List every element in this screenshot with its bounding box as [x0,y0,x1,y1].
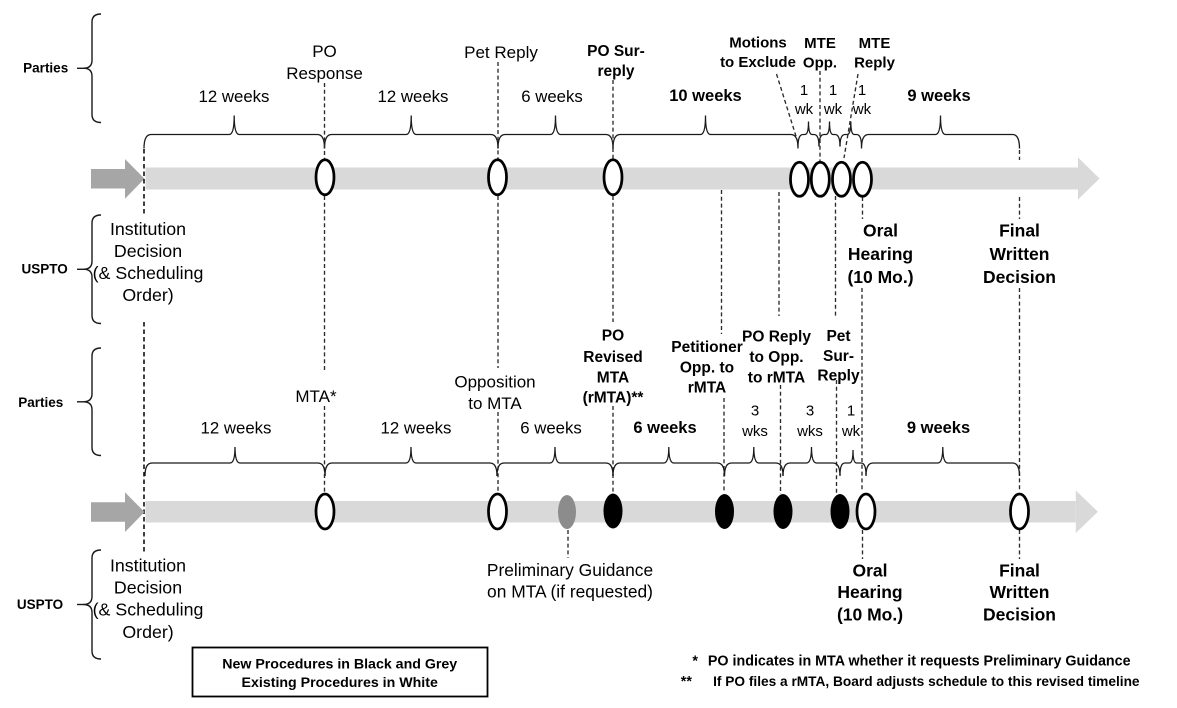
svg-text:Existing Procedures in White: Existing Procedures in White [242,675,438,691]
svg-text:wk: wk [794,101,814,118]
svg-text:12 weeks: 12 weeks [199,87,270,106]
svg-text:Decision: Decision [114,578,182,598]
svg-text:1: 1 [858,82,866,99]
svg-text:Response: Response [286,64,363,83]
svg-text:9 weeks: 9 weeks [907,419,970,437]
svg-text:Decision: Decision [114,241,182,261]
svg-text:If PO files a rMTA, Board adju: If PO files a rMTA, Board adjusts schedu… [713,674,1140,689]
svg-text:Decision: Decision [983,267,1056,287]
svg-text:Final: Final [999,561,1040,581]
svg-text:(rMTA)**: (rMTA)** [583,390,645,407]
svg-text:wk: wk [841,423,861,440]
svg-text:reply: reply [597,63,634,80]
svg-text:*: * [692,654,698,670]
svg-text:USPTO: USPTO [21,262,67,277]
svg-text:MTE: MTE [859,35,891,52]
svg-text:Reply: Reply [817,368,860,385]
svg-text:Written: Written [990,582,1050,602]
svg-text:Motions: Motions [729,34,787,51]
svg-text:12 weeks: 12 weeks [201,419,272,438]
svg-text:New Procedures in Black and Gr: New Procedures in Black and Grey [222,657,457,673]
svg-text:to rMTA: to rMTA [748,370,805,387]
svg-text:PO indicates in MTA whether it: PO indicates in MTA whether it requests … [708,654,1131,670]
svg-text:1: 1 [829,82,837,99]
svg-text:Final: Final [999,220,1040,240]
svg-text:to MTA: to MTA [468,394,522,413]
svg-text:Hearing: Hearing [848,244,913,264]
svg-text:(10 Mo.): (10 Mo.) [847,267,913,287]
svg-text:1: 1 [847,403,855,420]
svg-text:Parties: Parties [23,60,68,75]
svg-text:PO Sur-: PO Sur- [587,43,645,60]
svg-text:rMTA: rMTA [688,380,726,397]
svg-text:PO: PO [312,42,337,61]
svg-text:Preliminary Guidance: Preliminary Guidance [487,560,653,580]
svg-text:Pet Reply: Pet Reply [464,43,538,62]
svg-text:PO: PO [602,328,624,345]
svg-text:wk: wk [823,101,843,118]
svg-text:1: 1 [800,82,808,99]
svg-text:Parties: Parties [18,395,63,410]
svg-text:(10 Mo.): (10 Mo.) [837,605,903,625]
svg-text:to Opp.: to Opp. [749,349,803,366]
svg-text:(& Scheduling: (& Scheduling [93,600,204,620]
svg-text:on MTA (if requested): on MTA (if requested) [487,582,653,602]
svg-text:3: 3 [751,403,759,420]
svg-text:6 weeks: 6 weeks [633,419,696,437]
svg-text:Revised: Revised [583,349,642,366]
svg-text:6 weeks: 6 weeks [520,419,582,438]
svg-text:**: ** [681,674,693,690]
svg-text:MTE: MTE [804,35,836,52]
svg-text:Opposition: Opposition [454,373,535,392]
svg-text:Sur-: Sur- [823,348,854,365]
svg-text:USPTO: USPTO [17,597,63,612]
svg-text:Decision: Decision [983,605,1056,625]
svg-text:PO Reply: PO Reply [742,329,811,346]
svg-text:Petitioner: Petitioner [671,339,742,356]
svg-text:MTA*: MTA* [295,387,337,406]
svg-text:Hearing: Hearing [837,582,902,602]
svg-text:Institution: Institution [110,556,186,576]
svg-text:wk: wk [852,101,872,118]
svg-text:to Exclude: to Exclude [720,54,796,71]
svg-text:6 weeks: 6 weeks [521,87,583,106]
svg-text:wks: wks [796,423,823,440]
svg-text:Institution: Institution [110,219,186,239]
svg-text:12 weeks: 12 weeks [381,419,452,438]
svg-text:Pet: Pet [826,328,850,345]
svg-text:12 weeks: 12 weeks [378,87,449,106]
svg-text:Oral: Oral [852,561,887,581]
svg-text:9 weeks: 9 weeks [907,87,970,105]
svg-text:(& Scheduling: (& Scheduling [93,263,204,283]
svg-text:wks: wks [741,423,768,440]
svg-text:10 weeks: 10 weeks [669,87,741,105]
svg-text:Opp. to: Opp. to [680,360,734,377]
svg-text:Oral: Oral [863,220,898,240]
svg-text:3: 3 [806,403,814,420]
svg-text:Order): Order) [122,285,173,305]
svg-text:MTA: MTA [597,370,629,387]
svg-text:Order): Order) [122,622,173,642]
svg-text:Written: Written [990,244,1050,264]
svg-text:Reply: Reply [854,55,896,72]
svg-text:Opp.: Opp. [803,55,837,72]
